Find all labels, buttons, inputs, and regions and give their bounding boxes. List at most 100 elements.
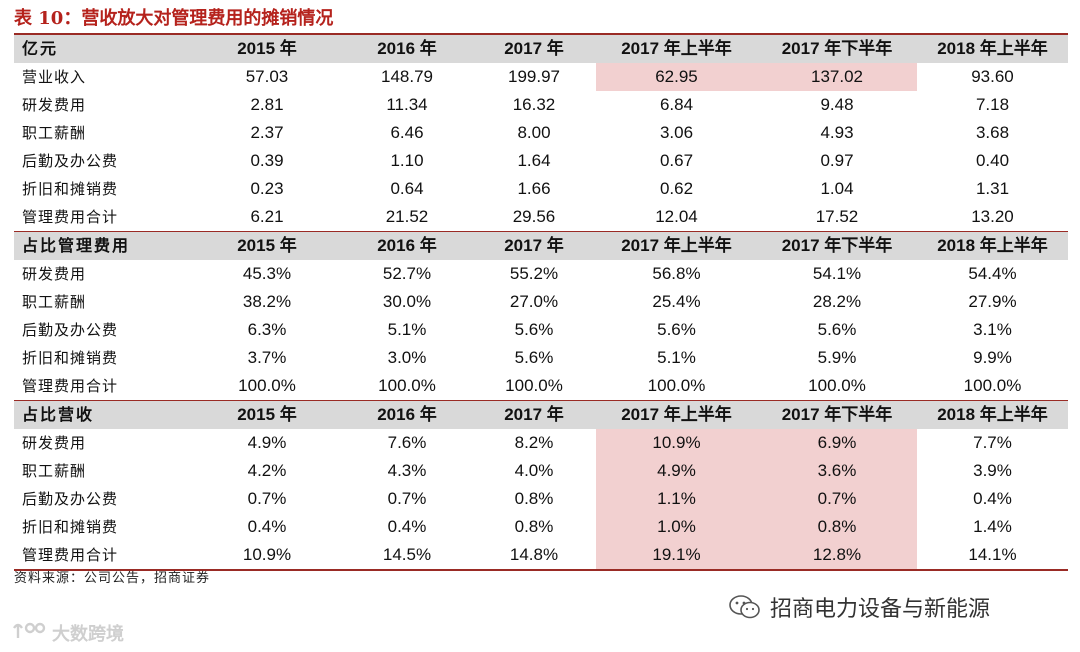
table-cell: 1.10 (390, 151, 424, 170)
table-cell: 6.9% (757, 429, 917, 457)
section-title: 亿元 (14, 33, 192, 63)
table-cell: 56.8% (652, 264, 701, 283)
table-cell: 0.8% (514, 489, 554, 508)
row-label: 折旧和摊销费 (22, 518, 119, 536)
table-cell: 5.9% (817, 348, 857, 367)
column-header: 2016 年 (342, 231, 472, 260)
table-cell: 29.56 (512, 207, 556, 226)
table-cell: 12.8% (757, 541, 917, 571)
column-header: 2017 年上半年 (596, 33, 757, 63)
table-cell: 21.52 (385, 207, 429, 226)
data-table: 亿元 2015 年 2016 年 2017 年 2017 年上半年 2017 年下半年 20… (14, 33, 1068, 571)
table-cell: 62.95 (596, 63, 757, 91)
table-cell: 0.7% (757, 485, 917, 513)
table-row: 职工薪酬 38.2% 30.0% 27.0% 25.4% 28.2% 27.9% (14, 288, 1068, 316)
section-title: 占比营收 (14, 400, 192, 429)
table-cell: 199.97 (508, 67, 560, 86)
table-cell: 14.5% (342, 541, 472, 571)
table-row: 管理费用合计 6.21 21.52 29.56 12.04 17.52 13.20 (14, 203, 1068, 232)
row-label: 管理费用合计 (14, 541, 192, 571)
table-cell: 100.0% (647, 376, 706, 395)
row-label: 折旧和摊销费 (22, 180, 119, 198)
section-header-row: 占比营收 2015 年 2016 年 2017 年 2017 年上半年 2017 年下半年… (14, 400, 1068, 429)
table-cell: 54.1% (812, 264, 862, 283)
column-header: 2018 年上半年 (917, 400, 1068, 429)
table-cell: 5.6% (657, 320, 696, 339)
table-cell: 0.39 (250, 151, 284, 170)
table-row: 职工薪酬 4.2% 4.3% 4.0% 4.9% 3.6% 3.9% (14, 457, 1068, 485)
table-row: 后勤及办公费 0.39 1.10 1.64 0.67 0.97 0.40 (14, 147, 1068, 175)
table-cell: 0.8% (757, 513, 917, 541)
row-label: 研发费用 (22, 265, 87, 283)
table-row: 营业收入 57.03 148.79 199.97 62.95 137.02 93.60 (14, 63, 1068, 91)
table-cell: 0.7% (247, 489, 287, 508)
table-cell: 14.1% (917, 541, 1068, 571)
table-cell: 19.1% (596, 541, 757, 571)
row-label: 管理费用合计 (22, 208, 119, 226)
column-header: 2015 年 (192, 231, 342, 260)
section-title: 占比管理费用 (14, 231, 192, 260)
table-row: 管理费用合计 10.9% 14.5% 14.8% 19.1% 12.8% 14.1% (14, 541, 1068, 571)
table-cell: 4.3% (387, 461, 427, 480)
table-cell: 27.0% (509, 292, 559, 311)
table-cell: 8.2% (514, 433, 554, 452)
table-row: 折旧和摊销费 0.4% 0.4% 0.8% 1.0% 0.8% 1.4% (14, 513, 1068, 541)
table-cell: 3.9% (973, 461, 1012, 480)
table-cell: 52.7% (382, 264, 432, 283)
table-cell: 3.1% (973, 320, 1012, 339)
row-label: 营业收入 (22, 68, 87, 86)
table-row: 折旧和摊销费 0.23 0.64 1.66 0.62 1.04 1.31 (14, 175, 1068, 203)
source-note: 资料来源：公司公告，招商证券 (14, 571, 211, 586)
table-row: 后勤及办公费 6.3% 5.1% 5.6% 5.6% 5.6% 3.1% (14, 316, 1068, 344)
table-cell: 4.93 (820, 123, 854, 142)
wechat-icon (728, 594, 762, 620)
table-cell: 0.97 (820, 151, 854, 170)
table-cell: 5.1% (387, 320, 427, 339)
table-cell: 3.0% (387, 348, 427, 367)
table-cell: 54.4% (968, 264, 1017, 283)
wechat-account: 招商电力设备与新能源 (728, 592, 990, 622)
table-cell: 6.21 (250, 207, 284, 226)
table-cell: 2.37 (250, 123, 284, 142)
column-header: 2015 年 (192, 33, 342, 63)
table-cell: 17.52 (815, 207, 859, 226)
table-cell: 11.34 (386, 95, 428, 114)
watermark-text: 大数跨境 (52, 624, 124, 645)
table-cell: 1.31 (975, 179, 1010, 198)
column-header: 2015 年 (192, 400, 342, 429)
table-cell: 10.9% (192, 541, 342, 571)
column-header: 2017 年上半年 (596, 231, 757, 260)
section-header-row: 亿元 2015 年 2016 年 2017 年 2017 年上半年 2017 年下半年 20… (14, 33, 1068, 63)
table-cell: 3.68 (975, 123, 1010, 142)
table-cell: 0.64 (390, 179, 424, 198)
table-cell: 55.2% (509, 264, 559, 283)
table-cell: 0.23 (250, 179, 284, 198)
table-cell: 100.0% (238, 376, 296, 395)
column-header: 2017 年下半年 (757, 33, 917, 63)
table-cell: 45.3% (242, 264, 292, 283)
row-label: 管理费用合计 (22, 377, 119, 395)
column-header: 2017 年上半年 (596, 400, 757, 429)
watermark: 大数跨境 (12, 621, 124, 645)
table-cell: 3.06 (659, 123, 694, 142)
table-cell: 38.2% (242, 292, 292, 311)
table-cell: 0.8% (514, 517, 554, 536)
column-header: 2017 年 (472, 231, 596, 260)
row-label: 折旧和摊销费 (22, 349, 119, 367)
table-cell: 6.84 (659, 95, 694, 114)
table-cell: 6.3% (247, 320, 287, 339)
table-cell: 3.6% (757, 457, 917, 485)
table-cell: 2.81 (250, 95, 284, 114)
table-cell: 0.40 (975, 151, 1010, 170)
row-label: 研发费用 (22, 434, 87, 452)
column-header: 2017 年 (472, 33, 596, 63)
table-cell: 1.66 (517, 179, 551, 198)
table-cell: 0.4% (387, 517, 427, 536)
table-cell: 27.9% (968, 292, 1017, 311)
table-row: 研发费用 2.81 11.34 16.32 6.84 9.48 7.18 (14, 91, 1068, 119)
table-cell: 4.0% (514, 461, 554, 480)
table-cell: 4.9% (247, 433, 287, 452)
table-cell: 0.7% (387, 489, 427, 508)
table-cell: 7.18 (975, 95, 1010, 114)
table-row: 研发费用 45.3% 52.7% 55.2% 56.8% 54.1% 54.4% (14, 260, 1068, 288)
